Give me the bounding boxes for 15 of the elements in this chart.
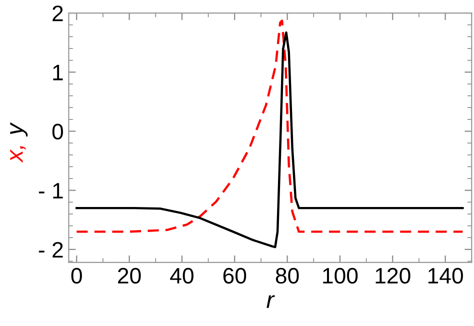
x-tick-label: 140 bbox=[428, 268, 463, 284]
y-axis-title: x, y bbox=[10, 122, 28, 163]
x-tick-label: 40 bbox=[170, 268, 194, 284]
y-tick-label: 1 bbox=[53, 64, 63, 80]
y-tick-label: 0 bbox=[52, 124, 63, 140]
x-tick-label: 100 bbox=[323, 268, 358, 284]
y-tick-label: - 1 bbox=[38, 183, 63, 198]
x-tick-label: 0 bbox=[71, 268, 82, 284]
x-tick-label: 60 bbox=[223, 268, 246, 284]
y-tick-label: - 2 bbox=[38, 242, 63, 258]
x-tick-label: 120 bbox=[376, 268, 410, 284]
x-tick-label: 20 bbox=[118, 268, 141, 284]
x-axis-title: r bbox=[266, 295, 275, 308]
y-tick-label: 2 bbox=[52, 6, 63, 22]
x-tick-label: 80 bbox=[276, 268, 299, 284]
